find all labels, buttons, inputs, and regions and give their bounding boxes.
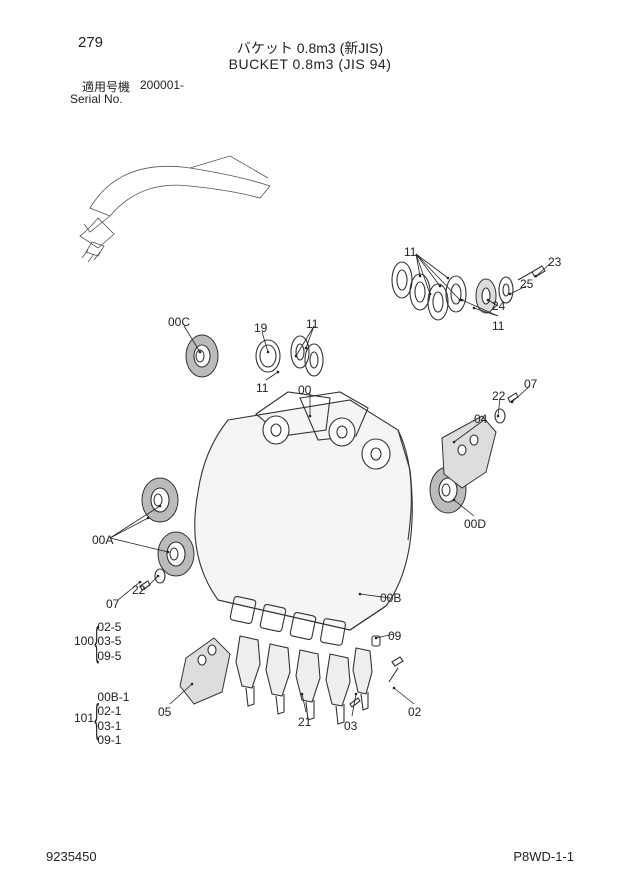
group-items: 02-503-509-5 (97, 620, 121, 663)
bucket-body (195, 392, 413, 646)
callout-c05: 05 (158, 706, 171, 718)
group-g100: 100{02-503-509-5 (74, 620, 121, 663)
callout-c22b: 22 (132, 584, 145, 596)
bushing-00A (142, 478, 194, 576)
callout-c22a: 22 (492, 390, 505, 402)
group-item: 09-1 (97, 733, 129, 747)
brace-icon: { (94, 707, 99, 731)
callout-c25: 25 (520, 278, 533, 290)
group-lead: 100 (74, 635, 94, 648)
teeth-row (236, 636, 350, 724)
callout-c07a: 07 (524, 378, 537, 390)
callout-c23: 23 (548, 256, 561, 268)
callout-c00: 00 (298, 384, 311, 396)
callout-c00D: 00D (464, 518, 486, 530)
callout-c21: 21 (298, 716, 311, 728)
group-item: 00B-1 (97, 690, 129, 704)
callout-c11a: 11 (404, 246, 416, 258)
callout-c19: 19 (254, 322, 267, 334)
callout-c11c: 11 (306, 318, 318, 330)
callout-c00A: 00A (92, 534, 113, 546)
callout-c11b: 11 (492, 320, 504, 332)
callout-c09: 09 (388, 630, 401, 642)
group-item: 02-1 (97, 704, 129, 718)
callout-c11d: 11 (256, 382, 268, 394)
group-item: 09-5 (97, 649, 121, 663)
callout-c07b: 07 (106, 598, 119, 610)
upper-bushing-row (186, 335, 323, 377)
side-cutter-right (442, 416, 496, 488)
callout-c00C: 00C (168, 316, 190, 328)
group-item: 03-1 (97, 719, 129, 733)
group-items: 00B-102-103-109-1 (97, 690, 129, 748)
shim-cluster (392, 262, 545, 320)
group-lead: 101 (74, 712, 94, 725)
group-item: 02-5 (97, 620, 121, 634)
tooth-02 (389, 657, 403, 682)
brace-icon: { (94, 630, 99, 654)
tooth-detail (350, 648, 372, 710)
callout-c03: 03 (344, 720, 357, 732)
group-item: 03-5 (97, 634, 121, 648)
callout-c00B: 00B (380, 592, 401, 604)
context-arm-sketch (80, 156, 270, 262)
callout-c04: 04 (474, 413, 487, 425)
callout-c02: 02 (408, 706, 421, 718)
side-cutter-left (180, 638, 230, 704)
group-g101: 101{00B-102-103-109-1 (74, 690, 129, 748)
callout-c24: 24 (492, 300, 505, 312)
